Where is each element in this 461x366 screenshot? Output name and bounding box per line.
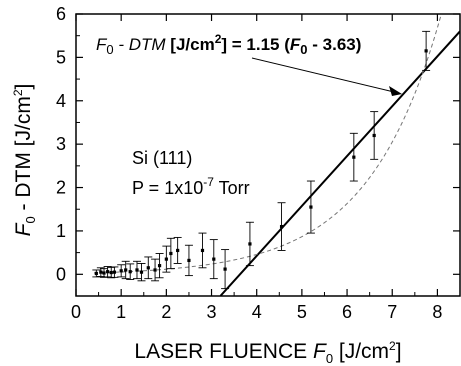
data-marker bbox=[424, 49, 428, 53]
data-point bbox=[173, 236, 182, 264]
data-point bbox=[277, 202, 286, 251]
x-tick-label: 5 bbox=[297, 302, 307, 322]
pressure-label: P = 1x10-7 Torr bbox=[132, 175, 250, 198]
data-point bbox=[198, 232, 207, 269]
data-point bbox=[132, 260, 141, 280]
data-marker bbox=[139, 270, 144, 274]
data-marker bbox=[146, 266, 150, 270]
data-marker bbox=[99, 270, 103, 274]
data-marker bbox=[102, 271, 106, 275]
curve-layer bbox=[94, 14, 460, 296]
y-tick-label: 3 bbox=[56, 134, 66, 154]
y-tick-label: 5 bbox=[56, 47, 66, 67]
data-marker bbox=[157, 264, 162, 268]
x-tick-label: 8 bbox=[432, 302, 442, 322]
data-marker bbox=[112, 270, 116, 274]
data-marker bbox=[309, 205, 313, 209]
data-marker bbox=[372, 133, 376, 138]
data-marker bbox=[223, 267, 227, 271]
data-point bbox=[121, 260, 130, 280]
x-tick-label: 4 bbox=[252, 302, 262, 322]
data-point bbox=[144, 256, 153, 280]
sample-label: Si (111) bbox=[132, 148, 192, 168]
data-marker bbox=[109, 270, 113, 275]
x-tick-label: 3 bbox=[207, 302, 217, 322]
data-marker bbox=[106, 270, 110, 274]
data-marker bbox=[128, 270, 132, 274]
data-marker bbox=[169, 251, 173, 256]
data-marker bbox=[200, 248, 205, 253]
data-point bbox=[306, 180, 315, 234]
data-point bbox=[110, 266, 119, 278]
data-point bbox=[221, 249, 230, 290]
data-marker bbox=[135, 268, 139, 272]
y-tick-label: 2 bbox=[56, 178, 66, 198]
data-point bbox=[209, 239, 218, 280]
data-point bbox=[370, 111, 379, 160]
data-point bbox=[137, 263, 146, 282]
data-marker bbox=[352, 155, 356, 159]
data-marker bbox=[119, 269, 123, 273]
x-tick-label: 0 bbox=[71, 302, 81, 322]
ticks-layer bbox=[75, 13, 460, 296]
data-point bbox=[245, 221, 254, 267]
data-marker bbox=[279, 224, 284, 229]
x-tick-label: 7 bbox=[387, 302, 397, 322]
data-point bbox=[184, 244, 193, 277]
fit-equation: F0 - DTM [J/cm2] = 1.15 (F0 - 3.63) bbox=[96, 32, 361, 57]
data-point bbox=[92, 269, 101, 278]
x-tick-labels: 0 1 2 3 4 5 6 7 8 bbox=[71, 302, 442, 322]
x-tick-label: 1 bbox=[116, 302, 126, 322]
trend-curve bbox=[94, 14, 442, 274]
data-point bbox=[349, 132, 358, 182]
plot-frame bbox=[75, 13, 461, 297]
data-marker bbox=[187, 258, 191, 263]
x-tick-label: 6 bbox=[342, 302, 352, 322]
data-point bbox=[96, 267, 105, 277]
data-marker bbox=[176, 248, 180, 253]
fit-line bbox=[219, 30, 460, 296]
data-point bbox=[422, 30, 431, 71]
x-tick-label: 2 bbox=[161, 302, 171, 322]
data-point bbox=[155, 253, 164, 279]
y-axis-title: F0 - DTM [J/cm2] bbox=[11, 84, 38, 237]
data-marker bbox=[164, 257, 168, 261]
y-tick-labels: 0 1 2 3 4 5 6 bbox=[56, 4, 66, 284]
data-marker bbox=[212, 257, 216, 261]
data-point bbox=[151, 258, 160, 282]
y-tick-label: 4 bbox=[56, 91, 66, 111]
equation-arrow bbox=[251, 57, 402, 96]
data-marker bbox=[153, 268, 157, 272]
y-tick-label: 0 bbox=[56, 264, 66, 284]
data-marker bbox=[94, 271, 98, 276]
points-layer bbox=[92, 30, 431, 290]
y-tick-label: 6 bbox=[56, 4, 66, 24]
data-marker bbox=[124, 268, 128, 272]
data-marker bbox=[248, 242, 252, 246]
data-point bbox=[117, 264, 126, 278]
data-point bbox=[103, 266, 112, 278]
data-point bbox=[166, 237, 175, 270]
data-point bbox=[126, 263, 135, 280]
data-point bbox=[162, 245, 171, 273]
y-tick-label: 1 bbox=[56, 221, 66, 241]
x-axis-title: LASER FLUENCE F0 [J/cm2] bbox=[134, 339, 401, 366]
